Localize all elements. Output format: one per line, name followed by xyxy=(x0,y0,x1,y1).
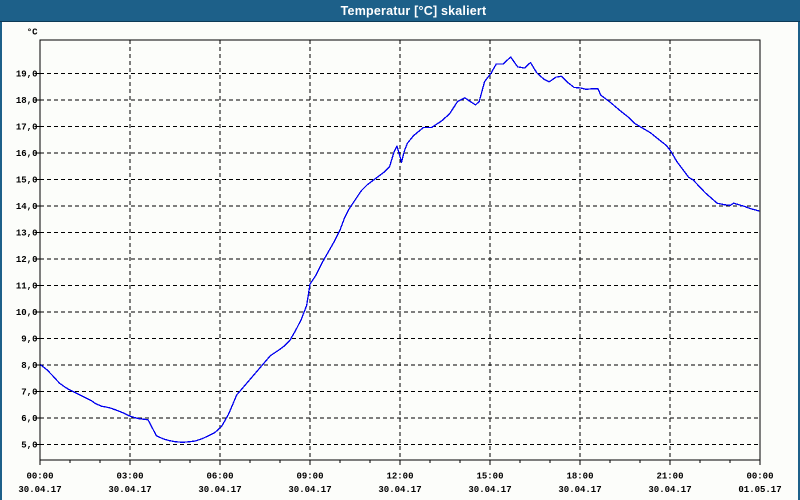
svg-text:14,0: 14,0 xyxy=(16,202,38,212)
svg-text:30.04.17: 30.04.17 xyxy=(198,485,241,495)
svg-text:°C: °C xyxy=(27,28,38,38)
svg-text:30.04.17: 30.04.17 xyxy=(378,485,421,495)
svg-text:18:00: 18:00 xyxy=(566,472,593,482)
svg-text:7,0: 7,0 xyxy=(21,388,37,398)
svg-text:06:00: 06:00 xyxy=(206,472,233,482)
svg-text:5,0: 5,0 xyxy=(21,441,37,451)
svg-text:30.04.17: 30.04.17 xyxy=(288,485,331,495)
svg-text:30.04.17: 30.04.17 xyxy=(558,485,601,495)
svg-text:30.04.17: 30.04.17 xyxy=(108,485,151,495)
svg-text:12:00: 12:00 xyxy=(386,472,413,482)
svg-text:30.04.17: 30.04.17 xyxy=(648,485,691,495)
svg-text:16,0: 16,0 xyxy=(16,149,38,159)
svg-text:11,0: 11,0 xyxy=(16,282,38,292)
svg-text:17,0: 17,0 xyxy=(16,123,38,133)
svg-text:15:00: 15:00 xyxy=(476,472,503,482)
svg-text:10,0: 10,0 xyxy=(16,308,38,318)
svg-text:8,0: 8,0 xyxy=(21,361,37,371)
svg-text:18,0: 18,0 xyxy=(16,96,38,106)
svg-text:00:00: 00:00 xyxy=(746,472,773,482)
svg-text:30.04.17: 30.04.17 xyxy=(18,485,61,495)
svg-text:00:00: 00:00 xyxy=(26,472,53,482)
svg-text:03:00: 03:00 xyxy=(116,472,143,482)
svg-text:13,0: 13,0 xyxy=(16,229,38,239)
svg-text:09:00: 09:00 xyxy=(296,472,323,482)
svg-text:30.04.17: 30.04.17 xyxy=(468,485,511,495)
svg-text:01.05.17: 01.05.17 xyxy=(738,485,781,495)
svg-text:9,0: 9,0 xyxy=(21,335,37,345)
svg-text:19,0: 19,0 xyxy=(16,70,38,80)
svg-text:6,0: 6,0 xyxy=(21,414,37,424)
svg-text:15,0: 15,0 xyxy=(16,176,38,186)
svg-text:21:00: 21:00 xyxy=(656,472,683,482)
svg-text:12,0: 12,0 xyxy=(16,255,38,265)
